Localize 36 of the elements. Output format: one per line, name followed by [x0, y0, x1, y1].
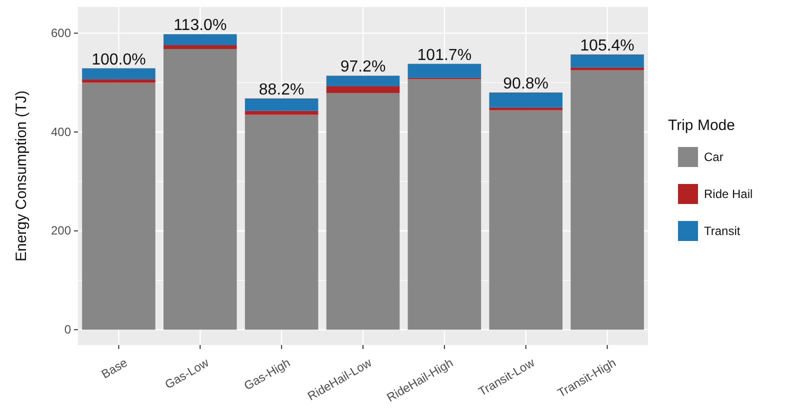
- bar: [82, 79, 156, 83]
- x-tick-label: Base: [99, 355, 130, 382]
- bar: [164, 34, 237, 46]
- annotation: 101.7%: [417, 46, 472, 64]
- bar: [570, 54, 644, 68]
- bar: [326, 76, 400, 86]
- y-tick-label: 400: [50, 124, 72, 139]
- bar: [408, 79, 482, 330]
- bar: [408, 64, 482, 78]
- legend-label: Transit: [704, 224, 741, 238]
- bar: [164, 45, 237, 50]
- legend-title: Trip Mode: [668, 117, 735, 134]
- bar: [244, 114, 318, 330]
- bar: [244, 98, 318, 111]
- annotation: 113.0%: [174, 17, 227, 34]
- annotation: 100.0%: [92, 51, 146, 68]
- bar: [82, 68, 156, 80]
- bar: [489, 110, 562, 330]
- bar: [489, 92, 562, 108]
- y-tick-label: 0: [64, 322, 72, 337]
- bar: [489, 107, 562, 110]
- y-tick-label: 600: [50, 26, 72, 40]
- bar: [570, 70, 644, 330]
- bar: [82, 82, 156, 330]
- bar: [570, 67, 644, 70]
- legend-label: Car: [704, 150, 724, 164]
- y-tick-label: 200: [50, 224, 72, 238]
- bar: [326, 92, 400, 330]
- y-axis-title: Energy Consumption (TJ): [13, 90, 30, 262]
- legend-label: Ride Hail: [704, 187, 753, 201]
- bar: [164, 49, 237, 330]
- annotation: 97.2%: [340, 58, 386, 76]
- annotation: 88.2%: [258, 81, 304, 98]
- annotation: 105.4%: [580, 37, 634, 54]
- annotation: 90.8%: [503, 75, 549, 92]
- bar: [326, 86, 400, 93]
